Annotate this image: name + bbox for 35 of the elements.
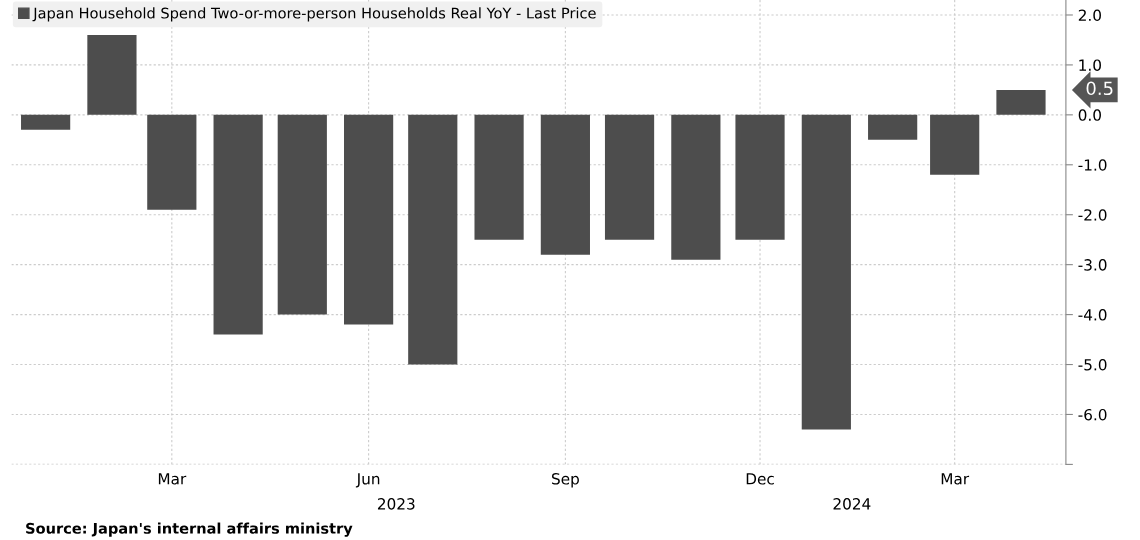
bar: [996, 89, 1046, 115]
bar: [344, 114, 394, 325]
x-tick-label: Mar: [158, 473, 187, 485]
x-tick-label: Sep: [551, 473, 579, 488]
bar: [868, 114, 918, 140]
bar: [540, 114, 590, 255]
bar: [277, 114, 327, 315]
y-tick-label: -3.0: [1078, 259, 1107, 271]
x-tick-label: Dec: [746, 473, 774, 485]
x-tick-label: Mar: [941, 473, 970, 485]
y-tick-label: 1.0: [1079, 59, 1101, 71]
x-tick-label: Jun: [355, 473, 380, 488]
bar: [930, 114, 980, 175]
source-note: Source: Japan's internal affairs ministry: [26, 522, 353, 537]
y-tick-label: 2.0: [1078, 9, 1101, 21]
bar: [735, 114, 785, 240]
text: 0.5: [1086, 81, 1113, 96]
y-tick-label: -6.0: [1078, 408, 1107, 421]
y-tick-label: -4.0: [1078, 309, 1107, 321]
bar: [147, 114, 197, 210]
y-tick-label: -1.0: [1078, 159, 1107, 171]
y-tick-label: 0.0: [1078, 109, 1101, 121]
y-tick-label: -2.0: [1078, 209, 1107, 221]
bar: [604, 114, 655, 240]
bar: [474, 114, 524, 240]
bar: [801, 114, 851, 430]
bar: [408, 114, 458, 365]
bar: [213, 114, 263, 335]
bar: [87, 34, 137, 115]
y-tick-label: -5.0: [1078, 358, 1107, 371]
legend-label: Japan Household Spend Two-or-more-person Households Real YoY - Last Price: [32, 7, 596, 22]
bar: [21, 114, 71, 130]
bar: [671, 114, 721, 260]
text: 2024: [833, 498, 871, 510]
text: 2023: [377, 498, 415, 510]
